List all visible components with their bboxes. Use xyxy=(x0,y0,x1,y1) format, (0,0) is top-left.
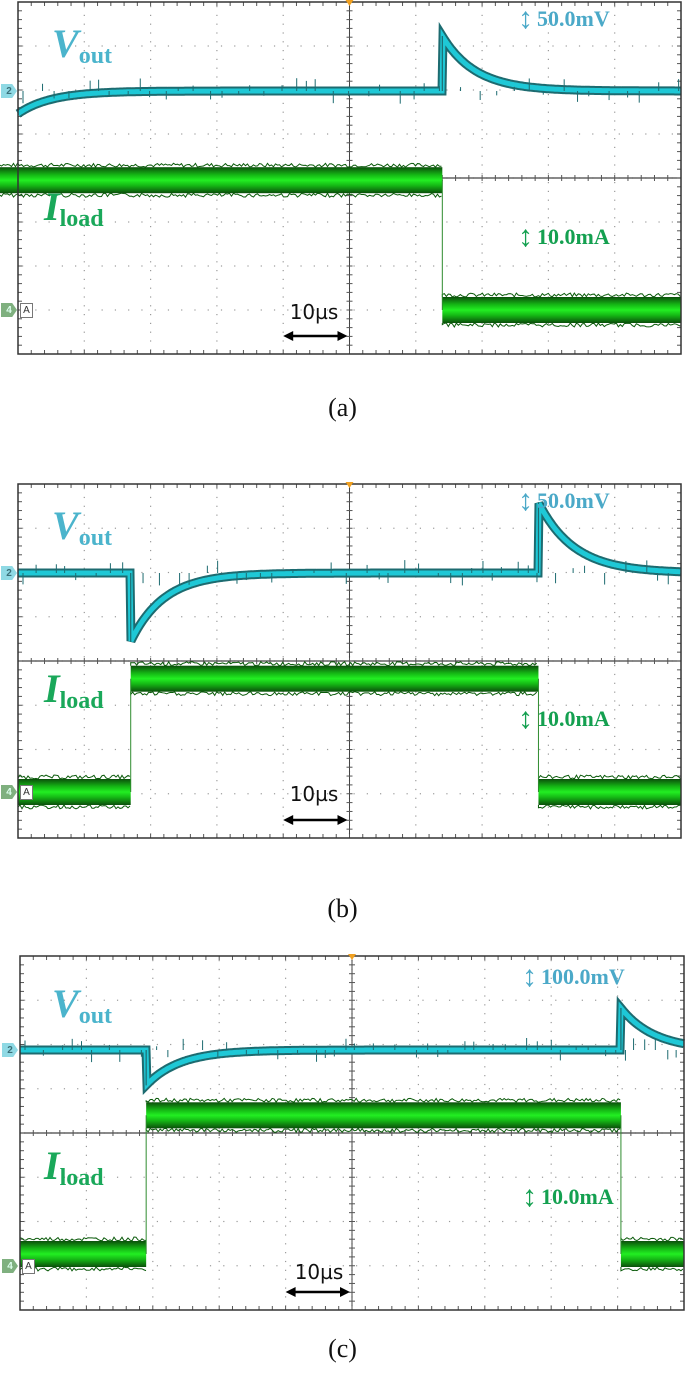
scope-panel-b: Vout Iload ↕ 50.0mV ↕ 10.0mA 10µs 2 4 A … xyxy=(0,482,685,942)
channel-2-marker: 2 xyxy=(2,1043,18,1057)
channel-4-marker: 4 xyxy=(1,303,17,317)
channel-4-marker: 4 xyxy=(1,785,17,799)
time-scale-label: 10µs xyxy=(289,300,339,324)
time-scale-label: 10µs xyxy=(289,782,339,806)
iload-label: Iload xyxy=(44,666,104,714)
scope-panel-a: Vout Iload ↕ 50.0mV ↕ 10.0mA 10µs 2 4 A … xyxy=(0,0,685,440)
time-scale-arrow-icon xyxy=(283,331,348,341)
iload-trace xyxy=(17,660,681,810)
vout-scale: ↕ 100.0mV xyxy=(522,960,625,993)
vertical-double-arrow-icon: ↕ xyxy=(518,2,533,35)
channel-2-marker: 2 xyxy=(1,84,17,98)
iload-label: Iload xyxy=(44,184,104,232)
iload-scale: ↕ 10.0mA xyxy=(522,1180,614,1213)
scope-panel-c: Vout Iload ↕ 100.0mV ↕ 10.0mA 10µs 2 4 A… xyxy=(0,954,685,1384)
iload-trace xyxy=(0,162,681,329)
time-scale-arrow-icon xyxy=(285,1287,350,1297)
iload-scale: ↕ 10.0mA xyxy=(518,220,610,253)
vout-scale: ↕ 50.0mV xyxy=(518,484,610,517)
vout-trace xyxy=(15,21,681,118)
caption-a: (a) xyxy=(328,393,357,422)
vout-label: Vout xyxy=(52,21,113,69)
scope-screen-c xyxy=(19,954,685,1311)
vertical-double-arrow-icon: ↕ xyxy=(518,220,533,253)
time-scale-arrow-icon xyxy=(283,815,348,825)
iload-scale: ↕ 10.0mA xyxy=(518,702,610,735)
vout-scale: ↕ 50.0mV xyxy=(518,2,610,35)
vout-trace xyxy=(18,501,682,644)
trigger-marker-icon xyxy=(345,482,354,488)
scope-screen-a xyxy=(0,0,682,355)
vertical-double-arrow-icon: ↕ xyxy=(522,960,537,993)
scope-screen-b xyxy=(17,482,682,839)
trigger-marker-icon xyxy=(345,0,354,6)
vout-label: Vout xyxy=(52,503,113,551)
caption-b: (b) xyxy=(327,894,358,923)
channel-4-marker: 4 xyxy=(2,1259,18,1273)
channel-a-tag: A xyxy=(20,303,33,318)
iload-trace xyxy=(19,1097,684,1272)
vertical-double-arrow-icon: ↕ xyxy=(518,484,533,517)
channel-a-tag: A xyxy=(22,1259,35,1274)
channel-a-tag: A xyxy=(20,785,33,800)
time-scale-label: 10µs xyxy=(294,1260,344,1284)
caption-c: (c) xyxy=(328,1334,357,1363)
vertical-double-arrow-icon: ↕ xyxy=(522,1180,537,1213)
trigger-marker-icon xyxy=(348,954,356,960)
iload-label: Iload xyxy=(44,1143,104,1191)
channel-2-marker: 2 xyxy=(1,566,17,580)
vout-trace xyxy=(20,996,685,1096)
vout-label: Vout xyxy=(52,981,113,1029)
vertical-double-arrow-icon: ↕ xyxy=(518,702,533,735)
